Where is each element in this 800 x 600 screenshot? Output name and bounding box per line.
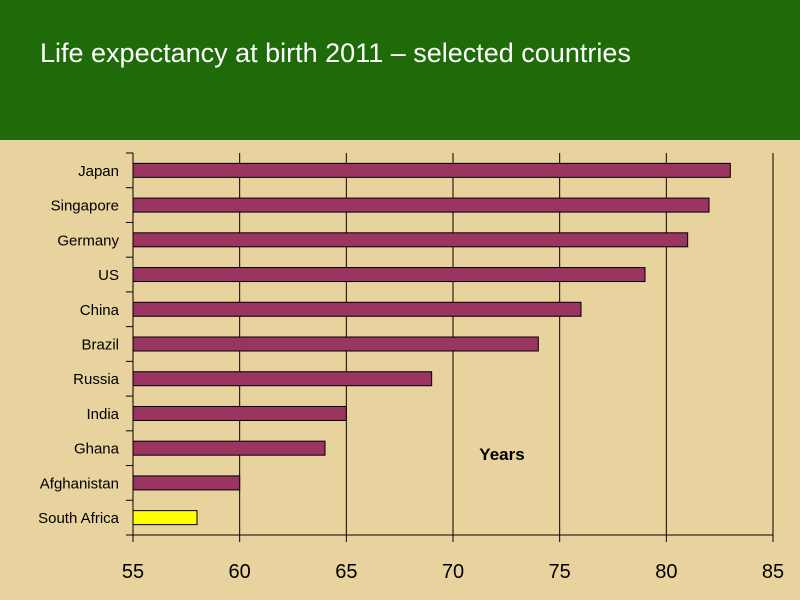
x-tick-label: 55	[122, 561, 144, 583]
page-title: Life expectancy at birth 2011 – selected…	[40, 38, 631, 68]
bar-china	[132, 301, 582, 317]
bar-singapore	[132, 197, 710, 213]
x-tick-label: 60	[229, 561, 251, 583]
x-tick-label: 65	[335, 561, 357, 583]
bar-india	[132, 405, 347, 421]
header-bar: Life expectancy at birth 2011 – selected…	[0, 0, 800, 140]
x-tick-labels: 55 60 65 70 75 80 85	[122, 561, 784, 583]
bars	[132, 162, 731, 526]
category-label: South Africa	[38, 510, 120, 527]
category-label: Afghanistan	[40, 475, 119, 492]
category-label: Germany	[57, 232, 119, 249]
category-label: Ghana	[74, 441, 120, 458]
bar-afghanistan	[132, 475, 241, 491]
category-label: Japan	[78, 163, 119, 180]
category-label: Brazil	[81, 337, 119, 354]
category-label: India	[86, 406, 119, 423]
bar-brazil	[132, 336, 539, 352]
category-label: Russia	[73, 371, 120, 388]
bar-ghana	[132, 440, 326, 456]
x-tick-label: 70	[442, 561, 464, 583]
bar-germany	[132, 232, 689, 248]
axes	[126, 152, 774, 542]
category-labels: Japan Singapore Germany US China Brazil Russia…	[38, 163, 120, 527]
category-label: China	[80, 302, 120, 319]
x-tick-label: 80	[655, 561, 677, 583]
x-tick-label: 75	[549, 561, 571, 583]
category-label: Singapore	[51, 198, 119, 215]
bar-us	[132, 267, 646, 283]
bar-russia	[132, 371, 433, 387]
bar-south-africa	[132, 510, 198, 526]
x-axis-title: Years	[479, 445, 524, 464]
x-tick-label: 85	[762, 561, 784, 583]
bar-japan	[132, 162, 731, 178]
category-label: US	[98, 267, 119, 284]
